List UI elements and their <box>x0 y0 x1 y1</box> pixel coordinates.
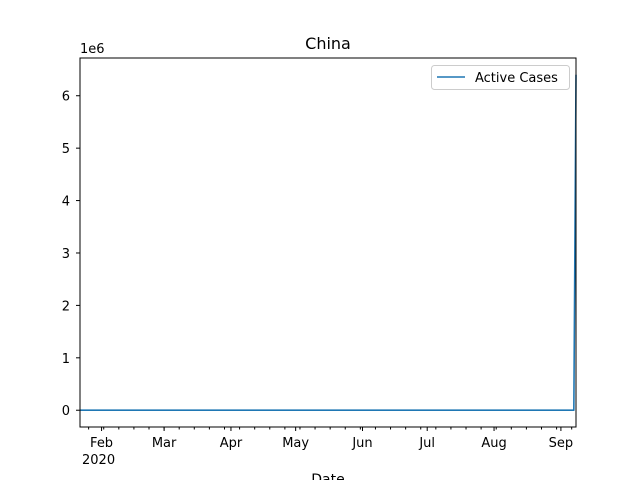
series-line <box>80 74 577 412</box>
x-axis-label: Date <box>311 472 344 480</box>
y-tick-label: 2 <box>62 299 70 314</box>
x-tick-label: Feb <box>90 436 113 451</box>
y-tick-label: 0 <box>62 404 70 419</box>
x-axis-ticks: Feb Mar Apr May Jun Jul Aug Sep <box>88 427 574 451</box>
x-tick-label: Jun <box>351 436 372 451</box>
chart-title: China <box>305 34 351 53</box>
y-axis-offset-label: 1e6 <box>80 42 105 57</box>
x-tick-label: Apr <box>220 436 243 451</box>
y-tick-label: 3 <box>62 247 70 262</box>
x-tick-label: Jul <box>418 436 435 451</box>
legend: Active Cases <box>431 65 570 90</box>
y-axis-ticks: 0 1 2 3 4 5 6 <box>62 90 80 419</box>
y-tick-label: 4 <box>62 195 70 210</box>
plot-frame <box>79 57 577 428</box>
series-layer <box>80 74 577 412</box>
y-tick-label: 6 <box>62 90 70 105</box>
x-tick-label: May <box>282 436 309 451</box>
legend-label: Active Cases <box>475 71 558 86</box>
y-tick-label: 5 <box>62 142 70 157</box>
x-axis-year-label: 2020 <box>82 453 115 468</box>
x-tick-label: Mar <box>152 436 177 451</box>
y-tick-label: 1 <box>62 352 70 367</box>
legend-box <box>431 65 570 90</box>
x-tick-label: Aug <box>481 436 506 451</box>
x-tick-label: Sep <box>549 436 574 451</box>
